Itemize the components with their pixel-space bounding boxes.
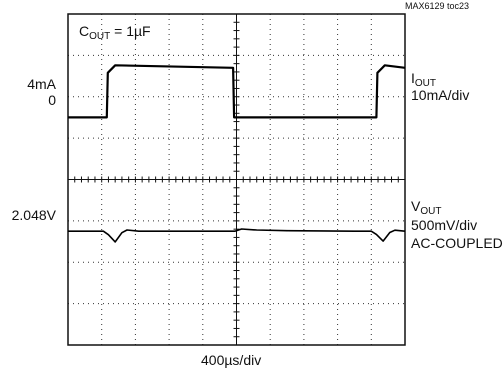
annotation-cout: COUT = 1µF <box>79 23 151 45</box>
scope-grid <box>67 13 406 346</box>
vout-trace <box>68 228 406 243</box>
iout-trace <box>68 64 406 119</box>
annotation-value: = 1µF <box>110 23 151 39</box>
iout-level-high-label: 4mA <box>27 76 56 92</box>
vout-channel-name: VOUT <box>411 198 441 220</box>
screen-border <box>67 13 406 346</box>
annotation-main: C <box>79 23 90 39</box>
vout-level-label: 2.048V <box>11 207 56 223</box>
iout-channel-name: IOUT <box>411 70 436 92</box>
annotation-sub: OUT <box>89 31 111 42</box>
scope-frame <box>67 13 406 346</box>
iout-scale-label: 10mA/div <box>411 87 470 103</box>
x-scale-label: 400µs/div <box>201 352 262 368</box>
vout-name-sub: OUT <box>420 206 442 217</box>
vout-scale-label: 500mV/div <box>411 217 478 233</box>
iout-name-main: I <box>411 70 415 86</box>
figure-id: MAX6129 toc23 <box>405 1 470 11</box>
iout-name-sub: OUT <box>414 78 436 89</box>
iout-level-low-label: 0 <box>48 92 56 108</box>
vout-coupling-label: AC-COUPLED <box>411 235 503 251</box>
scope-traces <box>68 64 406 243</box>
vout-name-main: V <box>411 198 421 214</box>
